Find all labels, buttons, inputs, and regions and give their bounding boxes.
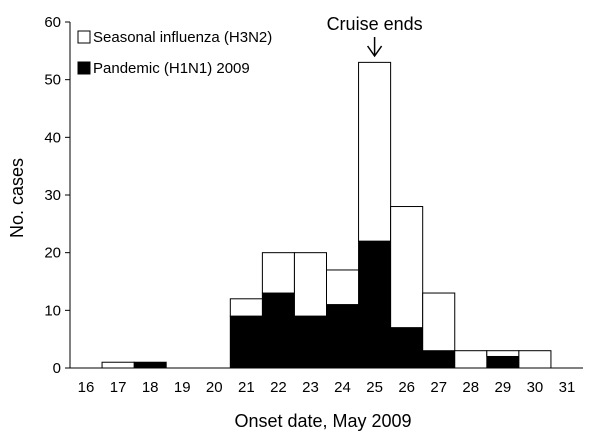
annotation-label: Cruise ends	[327, 14, 423, 34]
arrow-head	[366, 45, 383, 58]
bar-seasonal-influenza-h3n2-27	[422, 292, 456, 352]
x-tick-label: 24	[334, 379, 351, 396]
bar-seasonal-influenza-h3n2-17	[101, 361, 135, 369]
bar-pandemic-h1n1-2009-29	[486, 355, 520, 369]
x-tick-label: 23	[302, 379, 319, 396]
bar-seasonal-influenza-h3n2-28	[454, 350, 488, 369]
x-tick-label: 29	[494, 379, 511, 396]
y-tick-label: 20	[44, 245, 61, 262]
bar-pandemic-h1n1-2009-23	[293, 315, 328, 369]
x-axis-title: Onset date, May 2009	[234, 411, 411, 431]
legend-swatch-seasonal	[77, 30, 91, 44]
x-tick-label: 30	[527, 379, 544, 396]
x-axis: 16 17 18 19 20 21 22 23 24 25 26 27 28 29 30 31	[70, 367, 583, 396]
bars-group	[101, 61, 552, 369]
y-tick-label: 50	[44, 72, 61, 89]
x-tick-label: 28	[462, 379, 479, 396]
y-tick-label: 40	[44, 129, 61, 146]
bar-seasonal-influenza-h3n2-22	[261, 252, 295, 294]
legend-label-seasonal: Seasonal influenza (H3N2)	[93, 29, 272, 46]
x-tick-label: 27	[430, 379, 447, 396]
x-tick-label: 19	[174, 379, 191, 396]
x-tick-label: 20	[206, 379, 223, 396]
bar-pandemic-h1n1-2009-21	[229, 315, 263, 369]
bar-pandemic-h1n1-2009-22	[261, 292, 295, 369]
bar-seasonal-influenza-h3n2-24	[326, 269, 360, 306]
bar-pandemic-h1n1-2009-24	[326, 304, 360, 369]
x-tick-label: 22	[270, 379, 287, 396]
bar-pandemic-h1n1-2009-18	[133, 361, 167, 369]
x-tick-label: 26	[398, 379, 415, 396]
y-axis: 0 10 20 30 40 50 60	[44, 14, 71, 377]
legend: Seasonal influenza (H3N2) Pandemic (H1N1…	[77, 29, 272, 77]
bar-pandemic-h1n1-2009-25	[358, 240, 392, 369]
bar-seasonal-influenza-h3n2-21	[229, 298, 263, 317]
bar-seasonal-influenza-h3n2-29	[486, 350, 520, 357]
bar-seasonal-influenza-h3n2-30	[518, 350, 552, 369]
bar-pandemic-h1n1-2009-26	[390, 327, 424, 369]
y-tick-label: 60	[44, 14, 61, 31]
y-tick-label: 0	[53, 360, 61, 377]
x-tick-label: 16	[78, 379, 95, 396]
bar-seasonal-influenza-h3n2-25	[358, 61, 392, 242]
x-tick-label: 31	[559, 379, 576, 396]
y-axis-title: No. cases	[7, 158, 27, 238]
legend-swatch-pandemic	[77, 61, 91, 75]
down-arrow-icon	[366, 37, 383, 58]
y-tick-label: 10	[44, 302, 61, 319]
bar-pandemic-h1n1-2009-27	[422, 350, 456, 369]
x-tick-label: 25	[366, 379, 383, 396]
bar-seasonal-influenza-h3n2-23	[293, 252, 328, 317]
bar-seasonal-influenza-h3n2-26	[390, 206, 424, 329]
x-tick-label: 21	[238, 379, 255, 396]
x-tick-label: 18	[142, 379, 159, 396]
x-tick-label: 17	[110, 379, 127, 396]
y-tick-label: 30	[44, 187, 61, 204]
cruise-ends-annotation: Cruise ends	[327, 14, 423, 58]
legend-label-pandemic: Pandemic (H1N1) 2009	[93, 60, 250, 77]
